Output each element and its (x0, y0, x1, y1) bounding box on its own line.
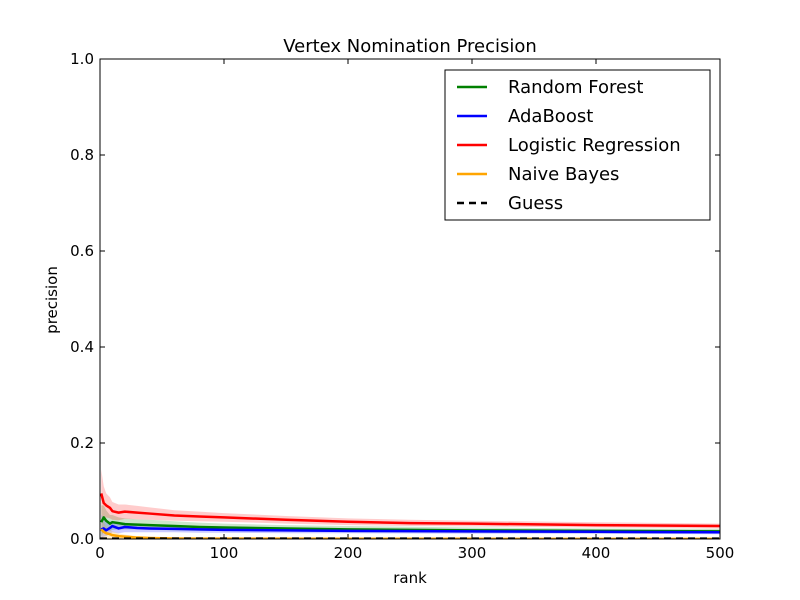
axes-frame (99, 58, 721, 540)
series-line-1 (100, 516, 720, 533)
legend-label-1: Random Forest (508, 77, 643, 98)
x-tick-label: 400 (582, 544, 611, 562)
legend-label-2: AdaBoost (508, 106, 593, 127)
legend-label-4: Naive Bayes (508, 164, 619, 185)
x-tick-label: 500 (706, 544, 735, 562)
legend: Random Forest AdaBoost Logistic Regression… (444, 69, 711, 221)
series-line-3 (100, 493, 720, 528)
legend-label-3: Logistic Regression (508, 135, 681, 156)
x-tick-label: 200 (334, 544, 363, 562)
y-tick-label: 0.0 (70, 530, 94, 548)
y-tick-label: 0.6 (70, 242, 94, 260)
x-tick-label: 0 (95, 544, 105, 562)
legend-label-5: Guess (508, 193, 563, 214)
y-tick-label: 0.4 (70, 338, 94, 356)
chart-title: Vertex Nomination Precision (283, 36, 537, 57)
legend-box (444, 69, 711, 221)
x-axis-label: rank (393, 569, 427, 587)
y-axis-label: precision (43, 266, 61, 334)
series-line-2 (100, 524, 720, 534)
plot-area: 0 100 200 300 400 500 0.0 0.2 0.4 0.6 0.8 1.0 (70, 50, 734, 562)
x-tick-label: 100 (210, 544, 239, 562)
confidence-band-2 (101, 515, 720, 539)
y-tick-label: 1.0 (70, 50, 94, 68)
x-tick-label: 300 (458, 544, 487, 562)
y-tick-label: 0.2 (70, 434, 94, 452)
y-tick-label: 0.8 (70, 146, 94, 164)
